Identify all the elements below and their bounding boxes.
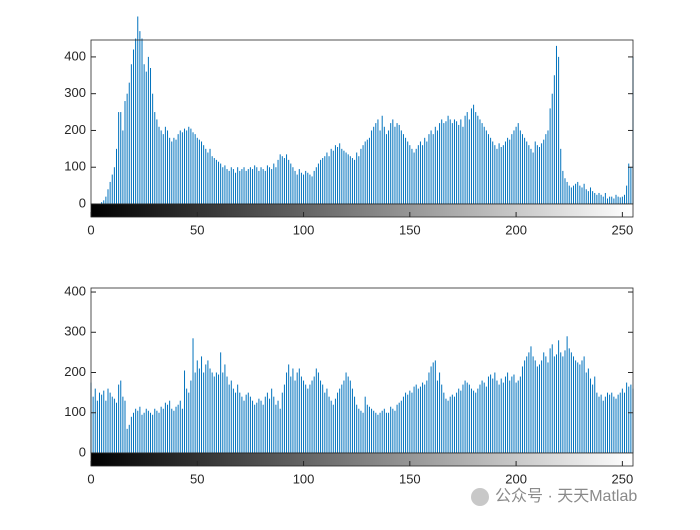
- y-tick-label: 300: [64, 324, 86, 339]
- x-tick-label: 250: [612, 222, 634, 237]
- x-tick-label: 150: [399, 222, 421, 237]
- y-tick-label: 400: [64, 48, 86, 63]
- y-tick-label: 0: [79, 444, 86, 459]
- watermark: 公众号 · 天天Matlab: [471, 487, 637, 506]
- y-tick-label: 200: [64, 364, 86, 379]
- y-tick-label: 100: [64, 404, 86, 419]
- x-tick-label: 100: [293, 222, 315, 237]
- x-tick-label: 200: [505, 471, 527, 486]
- y-tick-label: 400: [64, 283, 86, 298]
- x-tick-label: 150: [399, 471, 421, 486]
- grayscale-bar: [90, 203, 634, 218]
- histogram-axes: 0 100 200 300 400 0 50 100 150 200 250: [64, 16, 634, 237]
- x-tick-label: 200: [505, 222, 527, 237]
- x-tick-label: 250: [612, 471, 634, 486]
- y-tick-label: 100: [64, 159, 86, 174]
- y-tick-label: 300: [64, 85, 86, 100]
- x-tick-label: 100: [293, 471, 315, 486]
- y-tick-label: 0: [79, 195, 86, 210]
- watermark-icon: [471, 488, 489, 506]
- histogram-axes: 0 100 200 300 400 0 50 100 150 200 250: [64, 283, 634, 486]
- x-tick-label: 50: [190, 471, 204, 486]
- x-tick-label: 0: [87, 222, 94, 237]
- watermark-text: 公众号 · 天天Matlab: [495, 487, 637, 505]
- x-tick-label: 50: [190, 222, 204, 237]
- y-tick-label: 200: [64, 122, 86, 137]
- x-tick-label: 0: [87, 471, 94, 486]
- grayscale-bar: [90, 452, 634, 467]
